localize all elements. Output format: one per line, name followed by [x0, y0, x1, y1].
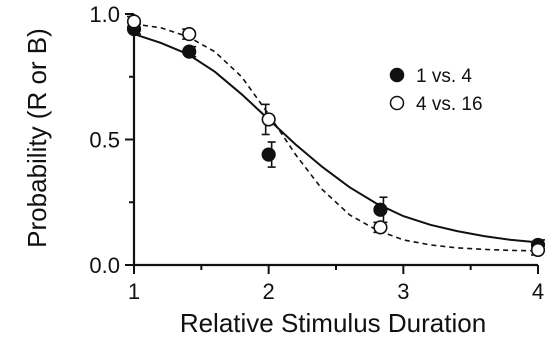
point-series-2-3: [373, 220, 388, 235]
point-series-2-0: [126, 14, 142, 29]
x-tick-label-3: 4: [532, 279, 544, 304]
tick-labels: 0.0 0.5 1.0 1 2 3 4: [89, 2, 544, 304]
x-tick-label-2: 3: [397, 279, 409, 304]
fit-curve-series-1: [133, 33, 539, 244]
point-series-2-2: [261, 112, 276, 127]
y-tick-label-2: 1.0: [89, 2, 120, 27]
point-series-1-3: [373, 202, 388, 217]
y-tick-label-1: 0.5: [89, 128, 120, 153]
x-axis-label: Relative Stimulus Duration: [180, 308, 486, 338]
data-markers: [126, 14, 546, 258]
legend-label-series-1: 1 vs. 4: [416, 66, 472, 87]
legend-marker-series-1: [389, 67, 405, 83]
point-series-1-1: [182, 44, 197, 59]
y-axis-label: Probability (R or B): [22, 28, 52, 248]
legend: 1 vs. 4 4 vs. 16: [389, 66, 483, 115]
x-tick-label-1: 2: [263, 279, 275, 304]
x-tick-label-0: 1: [128, 279, 140, 304]
y-tick-label-0: 0.0: [89, 253, 120, 278]
legend-label-series-2: 4 vs. 16: [416, 94, 483, 115]
fit-curve-series-2: [133, 23, 539, 252]
fit-curves: [133, 23, 539, 252]
legend-marker-series-2: [389, 95, 405, 111]
point-series-2-4: [530, 242, 546, 258]
point-series-2-1: [182, 26, 197, 42]
point-series-1-2: [261, 147, 276, 162]
axes: [125, 13, 539, 274]
